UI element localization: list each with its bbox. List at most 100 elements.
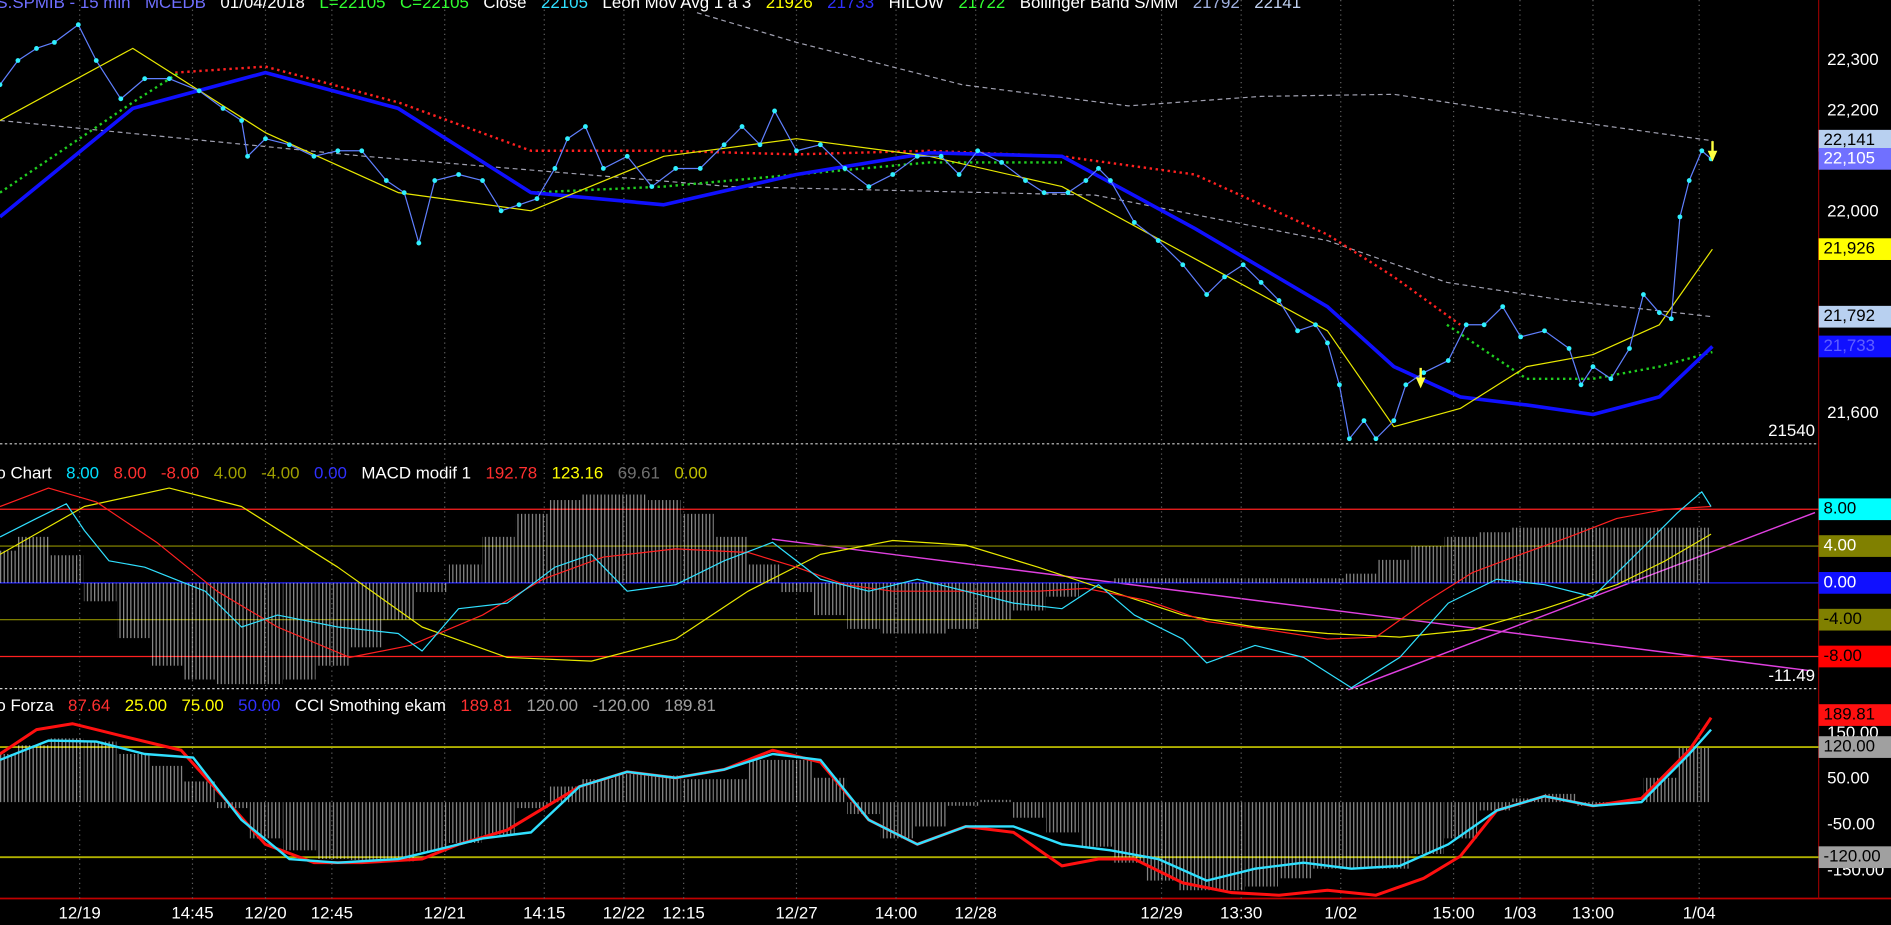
legend-text: 21722	[958, 0, 1005, 12]
legend-text: 0.00	[674, 463, 707, 482]
value-box-label: 21,792	[1823, 306, 1875, 325]
legend-text: 0.00	[314, 463, 347, 482]
legend-text: 8.00	[66, 463, 99, 482]
close-dot	[1668, 316, 1674, 322]
close-dot	[34, 46, 39, 51]
legend-text: 4.00	[214, 463, 247, 482]
close-dot	[498, 208, 504, 214]
close-dot	[1023, 178, 1028, 183]
histogram-bar	[1378, 559, 1411, 583]
histogram-bar	[747, 759, 781, 803]
series-line	[696, 12, 1713, 142]
histogram-bar	[1079, 802, 1113, 847]
x-tick-label: 12/28	[955, 904, 997, 923]
y-tick-label: 50.00	[1827, 769, 1869, 788]
close-dot	[1656, 310, 1662, 316]
legend-text: 69.61	[618, 463, 660, 482]
close-dot	[673, 166, 679, 171]
x-tick-label: 13:00	[1572, 904, 1614, 923]
histogram-bar	[515, 513, 548, 583]
close-dot	[359, 148, 365, 154]
close-dot	[757, 142, 763, 148]
histogram-bar	[183, 582, 217, 680]
legend-text: 120.00	[526, 696, 578, 715]
x-tick-label: 12/27	[775, 904, 817, 923]
close-dot	[1677, 214, 1683, 220]
legend-text: CCI Smothing ekam	[295, 696, 446, 715]
legend-text: -8.00	[161, 463, 199, 482]
close-dot	[263, 136, 268, 142]
histogram-bar	[1577, 802, 1610, 806]
histogram-bar	[1212, 578, 1245, 583]
close-dot	[697, 166, 703, 171]
close-dot	[1373, 436, 1379, 442]
value-box	[1818, 645, 1891, 668]
x-tick-label: 12:15	[663, 904, 705, 923]
close-dot	[1403, 382, 1409, 388]
value-box-label: 120.00	[1823, 737, 1875, 756]
legend-text: 189.81	[460, 696, 512, 715]
x-tick-label: 1/03	[1504, 904, 1537, 923]
legend-text: o Chart	[0, 463, 52, 482]
close-dot	[311, 153, 317, 159]
histogram-bar	[1311, 802, 1345, 869]
legend-text: 21792	[1193, 0, 1240, 12]
y-tick-label: -50.00	[1827, 815, 1875, 834]
legend-text: 01/04/2018	[220, 0, 304, 12]
close-dot	[456, 172, 462, 177]
close-dot	[1083, 178, 1089, 183]
value-box	[1818, 704, 1891, 726]
x-tick-label: 14:00	[875, 904, 917, 923]
histogram-bar	[17, 536, 51, 583]
histogram-bar	[648, 500, 681, 583]
value-box-label: -8.00	[1823, 646, 1861, 665]
histogram-bar	[415, 582, 449, 593]
value-box	[1818, 129, 1891, 152]
histogram-bar	[1013, 802, 1046, 818]
close-dot	[1421, 370, 1427, 376]
close-dot	[516, 202, 522, 208]
legend-text: 123.16	[552, 463, 604, 482]
histogram-bar	[249, 582, 283, 685]
value-box-label: 8.00	[1823, 499, 1856, 518]
x-tick-label: 14:45	[171, 904, 213, 923]
close-dot	[975, 148, 981, 154]
histogram-bar	[515, 802, 548, 809]
close-dot	[245, 153, 250, 159]
legend-text: HILOW	[889, 0, 944, 12]
value-box	[1818, 305, 1891, 328]
series-line	[0, 70, 1714, 417]
legend-text: o Forza	[0, 696, 54, 715]
close-dot	[1346, 436, 1352, 442]
close-dot	[842, 166, 848, 171]
x-tick-label: 13:30	[1220, 904, 1262, 923]
histogram-bar	[1378, 802, 1411, 869]
histogram-bar	[1477, 532, 1511, 583]
histogram-bar	[1278, 578, 1312, 583]
close-dot	[583, 124, 588, 129]
legend-text: 50.00	[238, 696, 280, 715]
close-dot	[1590, 364, 1596, 370]
close-dot	[1391, 418, 1397, 424]
histogram-bar	[0, 550, 17, 583]
series-line	[0, 728, 1712, 882]
close-dot	[383, 178, 389, 183]
close-dot	[552, 166, 558, 171]
close-dot	[52, 39, 57, 45]
close-dot	[1180, 262, 1186, 268]
close-dot	[432, 178, 438, 183]
close-dot	[739, 124, 745, 129]
histogram-bar	[83, 582, 117, 602]
legend-text: 22141	[1254, 0, 1301, 12]
series-line	[0, 47, 1713, 428]
histogram-bar	[979, 799, 1013, 803]
value-box-label: -120.00	[1823, 847, 1880, 866]
histogram-bar	[1510, 527, 1544, 583]
histogram-bar	[847, 802, 880, 815]
close-dot	[956, 172, 962, 177]
close-dot	[721, 142, 727, 148]
close-dot	[794, 148, 799, 154]
histogram-bar	[581, 779, 615, 803]
x-tick-label: 14:15	[523, 904, 565, 923]
